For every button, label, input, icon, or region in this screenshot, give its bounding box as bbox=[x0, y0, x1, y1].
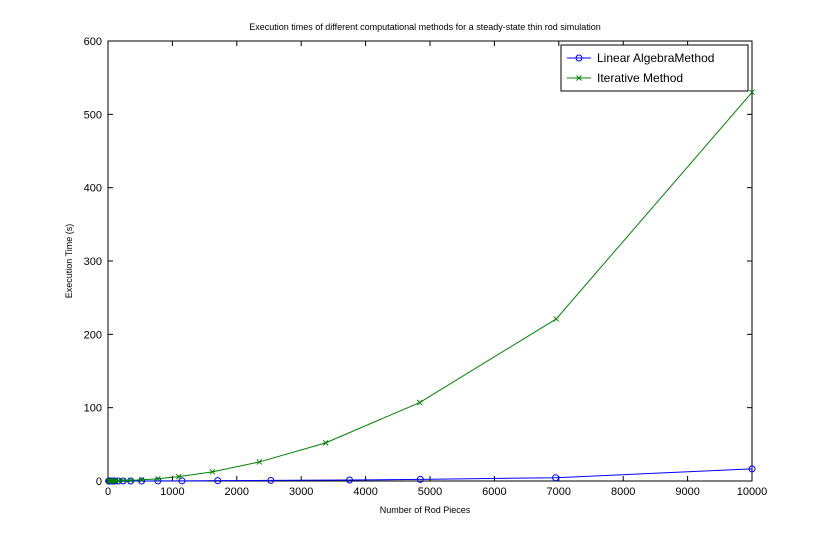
x-tick-label: 1000 bbox=[160, 486, 184, 498]
x-tick-label: 2000 bbox=[225, 486, 249, 498]
chart-title: Execution times of different computation… bbox=[249, 22, 601, 32]
point-stroke bbox=[322, 440, 329, 446]
point-stroke bbox=[120, 477, 127, 484]
data-point bbox=[138, 477, 146, 485]
legend-item: Linear AlgebraMethod bbox=[567, 51, 714, 65]
legend-label: Linear AlgebraMethod bbox=[597, 51, 714, 65]
x-tick-label: 9000 bbox=[675, 486, 699, 498]
series-layer bbox=[105, 89, 756, 485]
point-stroke bbox=[175, 473, 182, 480]
data-point bbox=[322, 440, 329, 446]
data-point bbox=[416, 475, 424, 483]
data-point bbox=[416, 399, 423, 406]
point-stroke bbox=[749, 89, 755, 96]
y-tick-label: 100 bbox=[84, 403, 102, 415]
y-tick-label: 400 bbox=[84, 183, 102, 195]
data-point bbox=[120, 477, 127, 484]
data-point bbox=[115, 477, 122, 484]
y-axis-label: Execution Time (s) bbox=[64, 224, 74, 299]
y-tick-label: 200 bbox=[84, 329, 102, 341]
data-point bbox=[748, 465, 756, 473]
data-point bbox=[209, 468, 216, 475]
y-tick-label: 500 bbox=[84, 109, 102, 121]
legend-label: Iterative Method bbox=[597, 71, 683, 85]
y-tick-label: 300 bbox=[84, 256, 102, 268]
data-point bbox=[256, 459, 263, 465]
point-stroke bbox=[553, 316, 560, 322]
data-point bbox=[749, 89, 755, 96]
data-point bbox=[553, 316, 560, 322]
point-stroke bbox=[127, 477, 134, 484]
data-point bbox=[267, 476, 275, 484]
legend-box bbox=[560, 44, 749, 92]
point-stroke bbox=[416, 399, 423, 406]
x-tick-labels: 0 1000 2000 3000 4000 5000 6000 7000 8000 9000 100… bbox=[105, 486, 767, 498]
axes-frame bbox=[107, 40, 753, 482]
point-stroke bbox=[109, 478, 116, 484]
data-point bbox=[346, 476, 353, 484]
data-point bbox=[127, 477, 135, 485]
point-stroke bbox=[138, 477, 145, 483]
point-stroke bbox=[256, 459, 263, 465]
data-point bbox=[154, 477, 162, 485]
point-stroke bbox=[209, 468, 216, 475]
x-tick-label: 10000 bbox=[737, 486, 768, 498]
y-tick-label: 600 bbox=[84, 36, 102, 48]
x-tick-label: 6000 bbox=[482, 486, 506, 498]
data-point bbox=[576, 75, 582, 81]
y-tick-labels: 0 100 200 300 400 500 600 bbox=[84, 36, 102, 488]
data-point bbox=[109, 478, 116, 484]
x-tick-label: 8000 bbox=[611, 486, 635, 498]
data-point bbox=[575, 54, 583, 62]
data-point bbox=[552, 474, 560, 482]
legend: Linear AlgebraMethod Iterative Method bbox=[560, 44, 749, 92]
data-point bbox=[138, 477, 145, 483]
series-iterative bbox=[105, 89, 755, 484]
x-tick-label: 5000 bbox=[418, 486, 442, 498]
x-tick-label: 7000 bbox=[547, 486, 571, 498]
x-tick-label: 4000 bbox=[353, 486, 377, 498]
data-point bbox=[127, 477, 134, 484]
data-point bbox=[178, 477, 186, 485]
data-point bbox=[175, 473, 182, 480]
data-point bbox=[155, 475, 161, 482]
y-tick-label: 0 bbox=[96, 476, 102, 488]
plot-area bbox=[107, 40, 753, 482]
x-axis-label: Number of Rod Pieces bbox=[380, 505, 471, 515]
data-point bbox=[214, 477, 222, 485]
point-stroke bbox=[115, 477, 122, 484]
legend-item: Iterative Method bbox=[567, 71, 683, 85]
x-tick-label: 3000 bbox=[289, 486, 313, 498]
x-tick-label: 0 bbox=[105, 486, 111, 498]
point-stroke bbox=[155, 475, 161, 482]
point-stroke bbox=[576, 75, 582, 81]
